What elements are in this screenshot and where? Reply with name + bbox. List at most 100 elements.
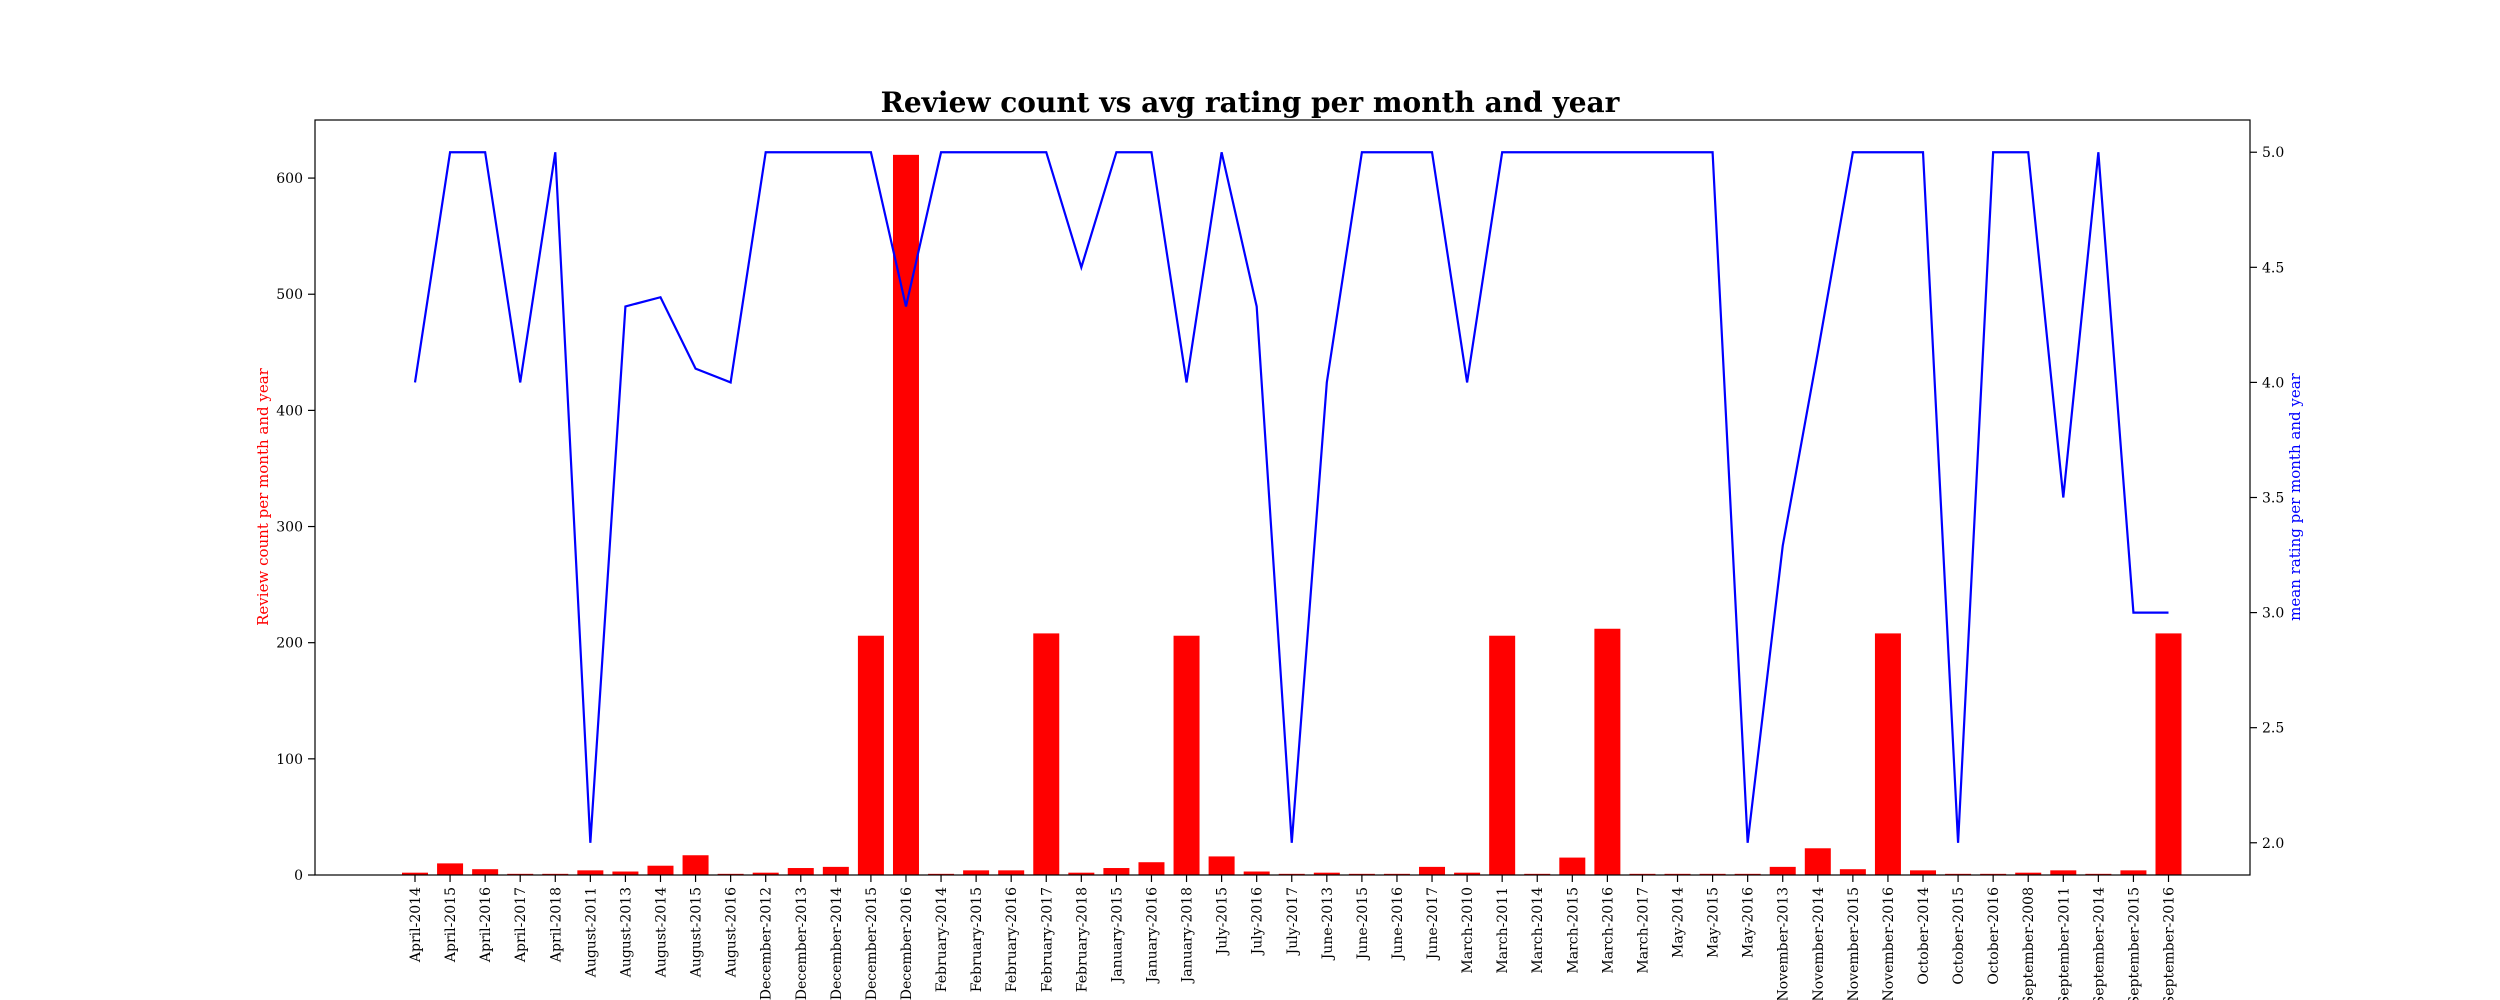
x-tick-label: September-2011 (2056, 887, 2072, 1000)
x-tick-label: April-2014 (408, 887, 424, 963)
bar (1874, 633, 1901, 875)
x-tick-label: December-2014 (829, 887, 845, 1000)
bar (1419, 866, 1446, 875)
x-tick-label: February-2015 (969, 887, 985, 992)
x-tick-label: August-2016 (724, 887, 740, 978)
bar (1313, 872, 1340, 875)
x-tick-label: March-2010 (1460, 887, 1476, 974)
bar (1804, 848, 1831, 875)
x-tick-label: January-2018 (1180, 887, 1196, 984)
chart-title: Review count vs avg rating per month and… (881, 86, 1621, 119)
bar (1173, 635, 1200, 875)
bar (1489, 635, 1516, 875)
left-y-axis-label: Review count per month and year (254, 367, 272, 626)
x-tick-label: November-2014 (1811, 887, 1827, 1000)
bar (2015, 872, 2042, 875)
bar (437, 863, 464, 875)
bar (1839, 869, 1866, 875)
bar (1910, 870, 1937, 875)
left-y-axis: 0 100 200 300 400 500 600 (276, 171, 315, 884)
bar (963, 870, 990, 875)
bar (1594, 628, 1621, 875)
x-tick-label: January-2016 (1144, 887, 1160, 984)
x-tick-label: August-2011 (583, 887, 599, 978)
x-tick-label: June-2013 (1320, 887, 1336, 961)
bar (1454, 872, 1481, 875)
x-tick-label: January-2015 (1109, 887, 1125, 984)
x-tick-label: November-2016 (1881, 887, 1897, 1000)
y-tick-label: 0 (294, 868, 303, 884)
x-tick-label: June-2017 (1425, 887, 1441, 961)
x-tick-label: March-2017 (1635, 887, 1651, 974)
bar (1243, 871, 1270, 875)
y2-tick-label: 2.5 (2262, 721, 2284, 737)
y-tick-label: 600 (276, 171, 303, 187)
x-tick-label: September-2016 (2162, 887, 2178, 1000)
y2-tick-label: 2.0 (2262, 836, 2284, 852)
x-tick-label: July-2017 (1285, 887, 1301, 956)
bar (752, 872, 779, 875)
y-tick-label: 200 (276, 636, 303, 652)
bar (2120, 870, 2147, 875)
y2-tick-label: 4.0 (2262, 375, 2284, 391)
x-tick-label: October-2015 (1951, 887, 1967, 985)
bar (822, 866, 849, 875)
x-tick-label: March-2011 (1495, 887, 1511, 974)
x-tick-label: October-2014 (1916, 887, 1932, 985)
bar (2050, 870, 2077, 875)
y-tick-label: 100 (276, 752, 303, 768)
bar (402, 872, 428, 875)
x-tick-label: October-2016 (1986, 887, 2002, 985)
rating-line (413, 151, 2169, 843)
x-tick-label: November-2013 (1776, 887, 1792, 1000)
bar (787, 868, 814, 875)
x-tick-label: April-2016 (478, 887, 494, 963)
x-tick-label: May-2015 (1706, 887, 1722, 958)
bar (1769, 866, 1796, 875)
x-tick-label: February-2018 (1074, 887, 1090, 992)
x-tick-label: December-2013 (794, 887, 810, 1000)
x-tick-label: March-2014 (1530, 887, 1546, 974)
bar (2155, 633, 2182, 875)
x-tick-label: February-2016 (1004, 887, 1020, 992)
bar (892, 154, 919, 876)
bar (1138, 862, 1165, 875)
x-tick-label: March-2015 (1565, 887, 1581, 974)
x-axis: April-2014 April-2015 April-2016 April-2017… (408, 875, 2178, 1000)
x-tick-label: December-2015 (864, 887, 880, 1000)
x-tick-label: September-2008 (2021, 887, 2037, 1000)
x-tick-label: December-2016 (899, 887, 915, 1000)
bar (1559, 857, 1586, 875)
x-tick-label: August-2013 (618, 887, 634, 978)
bar (1033, 633, 1060, 875)
y2-tick-label: 4.5 (2262, 260, 2284, 276)
line-series (413, 151, 2169, 843)
x-tick-label: May-2016 (1741, 887, 1757, 958)
x-tick-label: August-2014 (653, 887, 669, 978)
bar (577, 870, 604, 875)
x-tick-label: August-2015 (689, 887, 705, 978)
x-tick-label: February-2017 (1039, 887, 1055, 992)
x-tick-label: September-2015 (2126, 887, 2142, 1000)
y-tick-label: 400 (276, 403, 303, 419)
right-y-axis-label: mean rating per month and year (2286, 372, 2304, 620)
bar (612, 871, 639, 875)
bar (472, 869, 499, 875)
right-y-axis: 2.0 2.5 3.0 3.5 4.0 4.5 5.0 (2250, 145, 2284, 852)
y2-tick-label: 5.0 (2262, 145, 2284, 161)
bar (1068, 872, 1095, 875)
y-tick-label: 500 (276, 287, 303, 303)
x-tick-label: February-2014 (934, 887, 950, 992)
y-tick-label: 300 (276, 520, 303, 536)
x-tick-label: April-2018 (548, 887, 564, 963)
bar (1103, 868, 1130, 875)
x-tick-label: May-2014 (1671, 887, 1687, 958)
x-tick-label: June-2016 (1390, 887, 1406, 961)
x-tick-label: December-2012 (759, 887, 775, 1000)
bar (647, 865, 674, 875)
x-tick-label: April-2015 (443, 887, 459, 963)
bar-series (402, 154, 2182, 876)
bar (682, 855, 709, 875)
x-tick-label: September-2014 (2091, 887, 2107, 1000)
